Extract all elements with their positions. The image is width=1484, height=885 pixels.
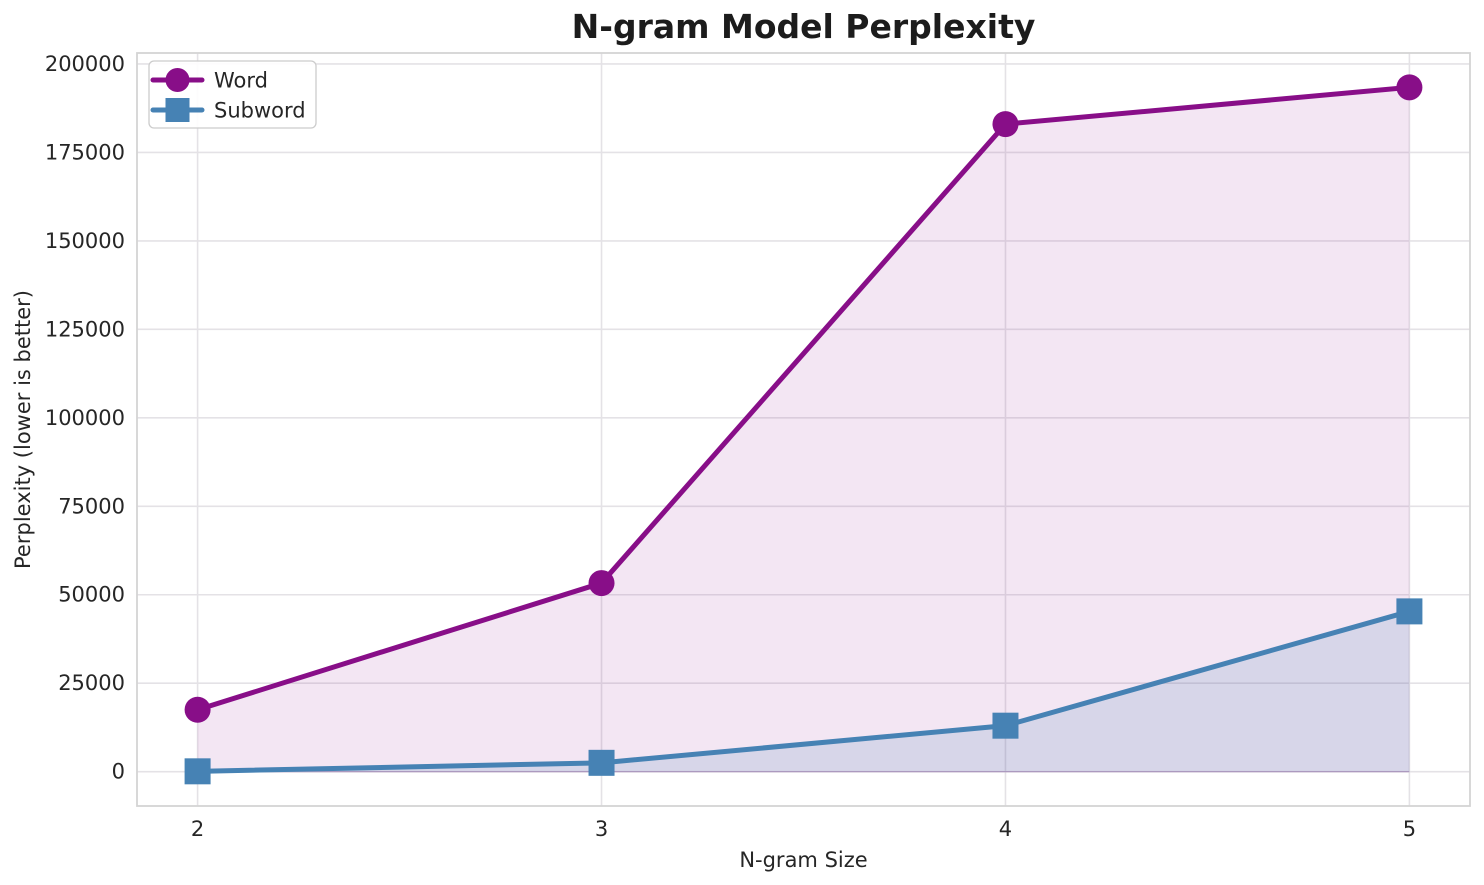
series-word: [184, 74, 1423, 723]
legend-marker-square: [165, 98, 190, 122]
chart-title: N-gram Model Perplexity: [572, 7, 1036, 46]
legend-label: Subword: [214, 99, 306, 123]
y-tick-label: 150000: [45, 229, 125, 253]
y-tick-label: 0: [112, 760, 125, 784]
series-line-word: [195, 84, 1412, 713]
x-tick-label: 5: [1403, 817, 1416, 841]
legend-item-subword: Subword: [150, 98, 306, 123]
data-point-word: [992, 111, 1019, 138]
y-tick-label: 100000: [45, 406, 125, 430]
y-tick-label: 50000: [58, 583, 125, 607]
area-fill-subword: [197, 611, 1410, 772]
legend: Word Subword: [148, 60, 317, 129]
y-tick-label: 125000: [45, 317, 125, 341]
y-tick-label: 200000: [45, 52, 125, 76]
x-tick-label: 4: [999, 817, 1012, 841]
y-tick-label: 175000: [45, 140, 125, 164]
plot-border: [136, 52, 1471, 807]
legend-label: Word: [214, 69, 268, 93]
series-subword: [184, 598, 1423, 785]
area-fill-word: [197, 87, 1410, 772]
data-point-subword: [992, 712, 1019, 739]
y-tick-label: 25000: [58, 671, 125, 695]
legend-marker-circle: [165, 68, 190, 92]
data-point-word: [184, 696, 211, 723]
grid: [137, 53, 1470, 806]
y-tick-label: 75000: [58, 494, 125, 518]
data-point-subword: [1396, 598, 1423, 625]
data-point-word: [1396, 74, 1423, 101]
data-point-word: [588, 570, 615, 597]
x-tick-label: 2: [191, 817, 204, 841]
x-axis-label: N-gram Size: [739, 848, 867, 872]
series-line-subword: [195, 608, 1412, 774]
x-tick-label: 3: [595, 817, 608, 841]
legend-item-word: Word: [150, 68, 268, 93]
data-point-subword: [184, 758, 211, 785]
data-point-subword: [588, 749, 615, 776]
y-axis-label: Perplexity (lower is better): [11, 290, 35, 569]
